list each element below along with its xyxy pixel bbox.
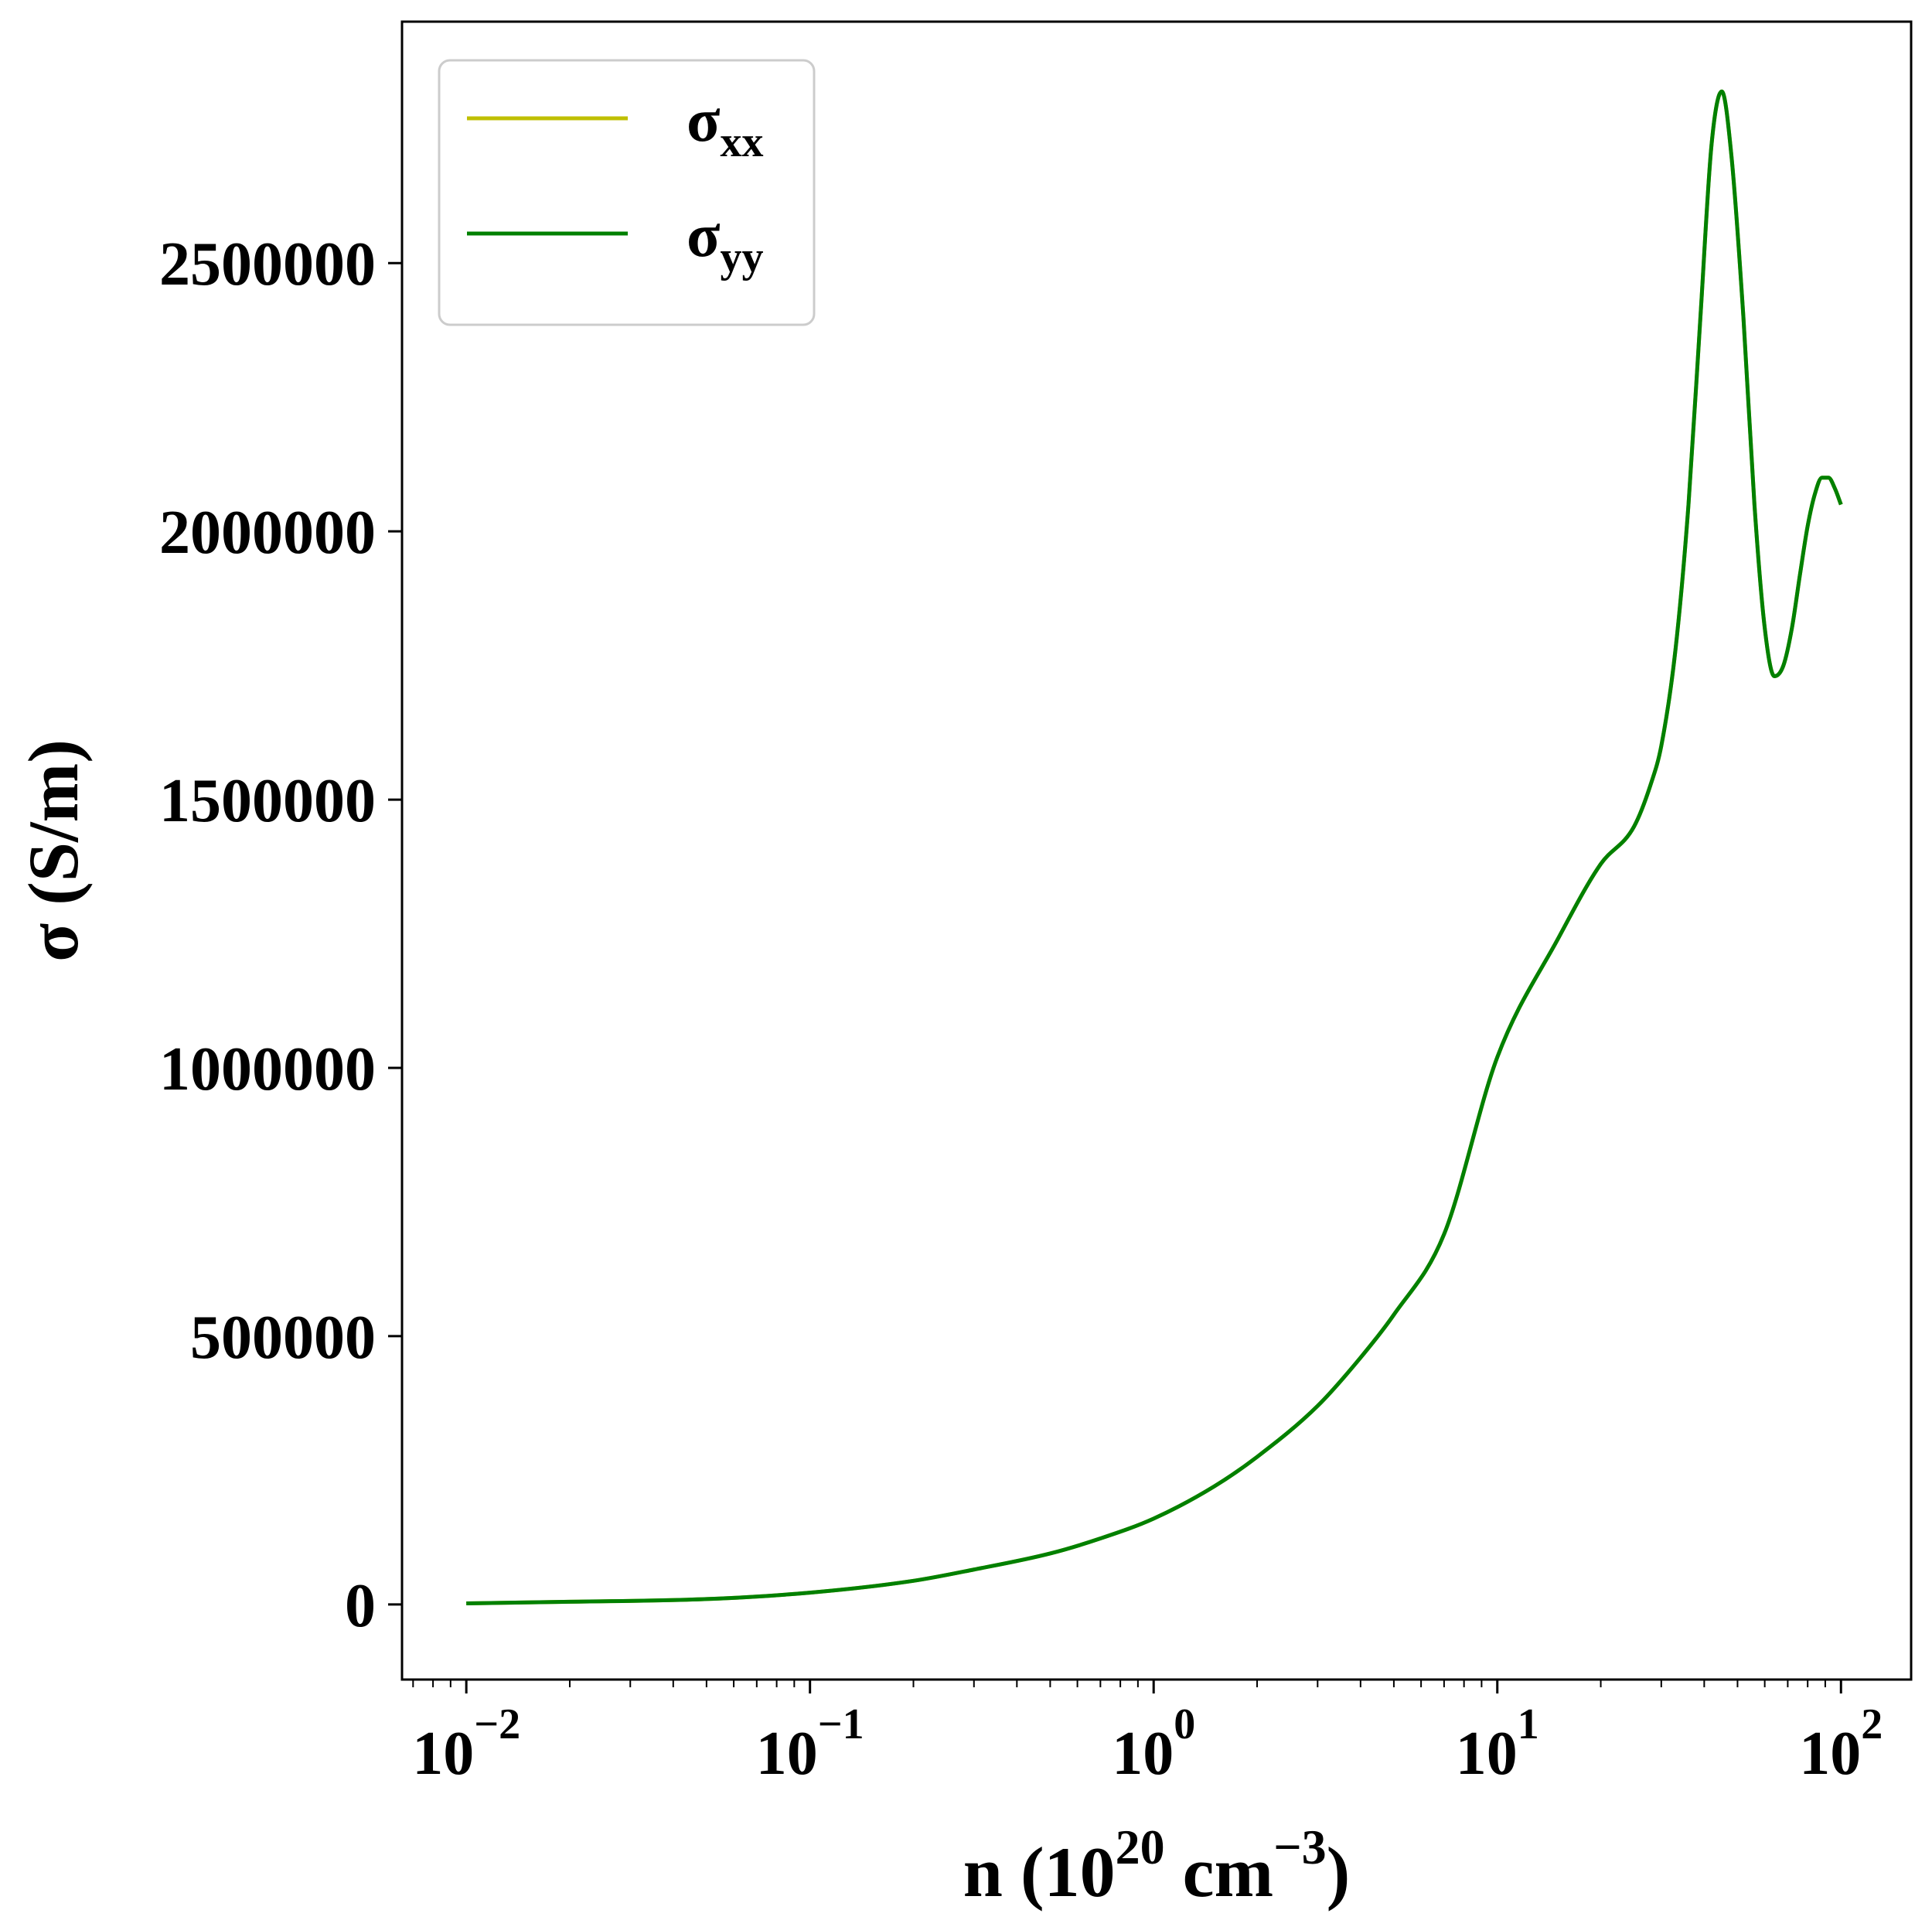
x-tick-label: 102 <box>1799 1700 1883 1788</box>
x-tick-label: 101 <box>1456 1700 1539 1788</box>
series-line-yy <box>466 89 1843 1605</box>
y-tick-label: 1500000 <box>159 767 376 835</box>
x-tick-label: 10−1 <box>756 1700 864 1788</box>
x-tick-label: 10−2 <box>412 1700 520 1788</box>
y-tick-label: 0 <box>345 1572 376 1640</box>
y-axis-title: σ (S/m) <box>14 739 93 962</box>
legend-label-xx: σxx <box>687 87 764 166</box>
x-tick-label: 100 <box>1112 1700 1195 1788</box>
legend-box <box>438 59 816 326</box>
plot-frame <box>400 20 1913 1681</box>
y-axis: 0 500000 1000000 1500000 2000000 2500000 <box>159 230 402 1640</box>
legend-label-yy: σyy <box>687 202 764 281</box>
y-tick-label: 2000000 <box>159 499 376 567</box>
legend: σxx σyy <box>438 59 816 326</box>
x-axis-title: n (1020 cm−3) <box>963 1820 1350 1912</box>
series-layer <box>466 89 1843 1605</box>
y-tick-label: 500000 <box>190 1304 376 1372</box>
y-tick-label: 2500000 <box>159 230 376 298</box>
y-tick-label: 1000000 <box>159 1035 376 1103</box>
x-axis: 10−2 10−1 100 101 102 <box>412 1680 1883 1788</box>
